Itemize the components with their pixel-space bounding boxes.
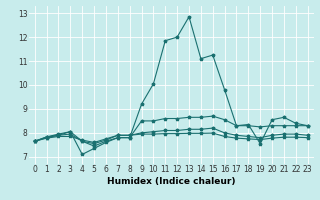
X-axis label: Humidex (Indice chaleur): Humidex (Indice chaleur): [107, 177, 236, 186]
